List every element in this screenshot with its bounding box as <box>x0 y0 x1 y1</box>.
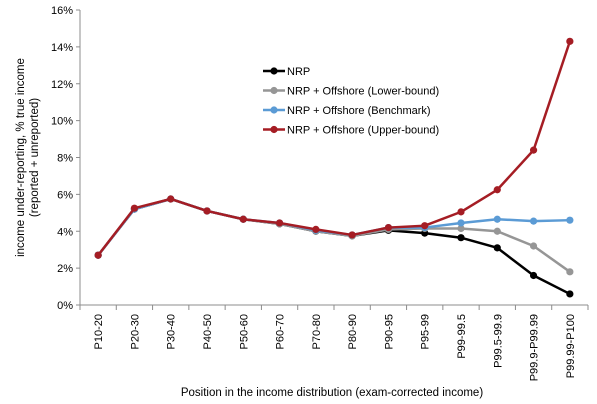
x-axis-title: Position in the income distribution (exa… <box>181 387 483 399</box>
data-point <box>94 251 102 259</box>
y-axis-title-line-2: (reported + unreported) <box>29 98 41 217</box>
data-point <box>566 216 574 224</box>
x-tick-label: P30-40 <box>166 314 178 349</box>
data-point <box>130 204 139 212</box>
legend-item: NRP + Offshore (Lower-bound) <box>263 86 439 98</box>
y-tick-label: 2% <box>57 263 73 275</box>
y-tick-label: 16% <box>51 5 73 17</box>
y-tick-label: 14% <box>51 42 73 54</box>
x-tick-label: P10-20 <box>93 314 105 349</box>
legend: NRP NRP + Offshore (Lower-bound) NRP + Off… <box>263 66 439 137</box>
legend-swatch-marker <box>270 106 278 114</box>
legend-item: NRP + Offshore (Benchmark) <box>263 105 431 117</box>
x-tick-label: P60-70 <box>275 314 287 349</box>
legend-item: NRP + Offshore (Upper-bound) <box>263 125 439 137</box>
data-point <box>529 242 538 250</box>
data-point <box>493 186 501 194</box>
data-point <box>457 208 465 216</box>
x-tick-label: P95-99 <box>420 314 432 349</box>
series-layer <box>94 37 574 298</box>
x-tick-label: P50-60 <box>238 314 250 349</box>
data-point <box>421 222 429 230</box>
x-tick-label: P40-50 <box>202 314 214 349</box>
data-point <box>493 244 501 252</box>
legend-swatch-marker <box>270 86 278 95</box>
series-1 <box>94 195 574 298</box>
data-point <box>493 227 501 235</box>
series-4 <box>94 37 574 259</box>
y-axis-title-line-1: income under-reporting, % true income <box>15 58 27 257</box>
y-axis-ticks: 0% 2% 4% 6% 8% 10% 12% 14% 16% <box>51 5 80 312</box>
x-tick-label: P20-30 <box>129 314 141 349</box>
legend-label: NRP + Offshore (Benchmark) <box>287 105 431 117</box>
y-tick-label: 8% <box>57 153 73 165</box>
x-tick-label: P99-99.5 <box>456 314 468 359</box>
legend-swatch-marker <box>270 67 278 75</box>
y-tick-label: 0% <box>57 300 73 312</box>
legend-label: NRP + Offshore (Lower-bound) <box>287 86 439 98</box>
x-tick-label: P99.99-P100 <box>565 314 577 378</box>
y-tick-label: 4% <box>57 226 73 238</box>
data-point <box>348 231 356 239</box>
y-tick-label: 10% <box>51 116 73 128</box>
data-point <box>566 268 574 276</box>
series-2 <box>94 195 574 276</box>
legend-item: NRP <box>263 66 310 78</box>
x-tick-label: P99.9-P99.99 <box>529 314 541 381</box>
data-point <box>312 225 320 234</box>
series-line <box>97 197 571 273</box>
data-point <box>529 217 538 225</box>
data-point <box>566 290 574 298</box>
data-point <box>239 215 247 223</box>
x-axis-ticks: P10-20 P20-30 P30-40 P40-50 P50-60 P60-70 P70-… <box>79 305 589 381</box>
series-line <box>97 40 572 256</box>
y-tick-label: 6% <box>57 189 73 201</box>
legend-swatch-marker <box>270 125 278 134</box>
data-point <box>457 219 465 227</box>
data-point <box>384 223 393 232</box>
data-point <box>566 37 574 45</box>
data-point <box>203 207 211 215</box>
series-3 <box>94 195 574 259</box>
data-point <box>529 146 538 154</box>
y-tick-label: 12% <box>51 79 73 91</box>
data-point <box>529 271 538 280</box>
legend-label: NRP <box>287 66 310 78</box>
x-tick-label: P90-95 <box>383 314 395 349</box>
x-tick-label: P99.5-99.9 <box>492 314 504 368</box>
data-point <box>457 224 465 233</box>
x-tick-label: P80-90 <box>347 314 359 349</box>
data-point <box>493 215 501 223</box>
data-point <box>167 195 175 203</box>
data-point <box>275 219 284 227</box>
x-tick-label: P70-80 <box>311 314 323 349</box>
legend-label: NRP + Offshore (Upper-bound) <box>287 125 439 137</box>
data-point <box>457 234 465 242</box>
